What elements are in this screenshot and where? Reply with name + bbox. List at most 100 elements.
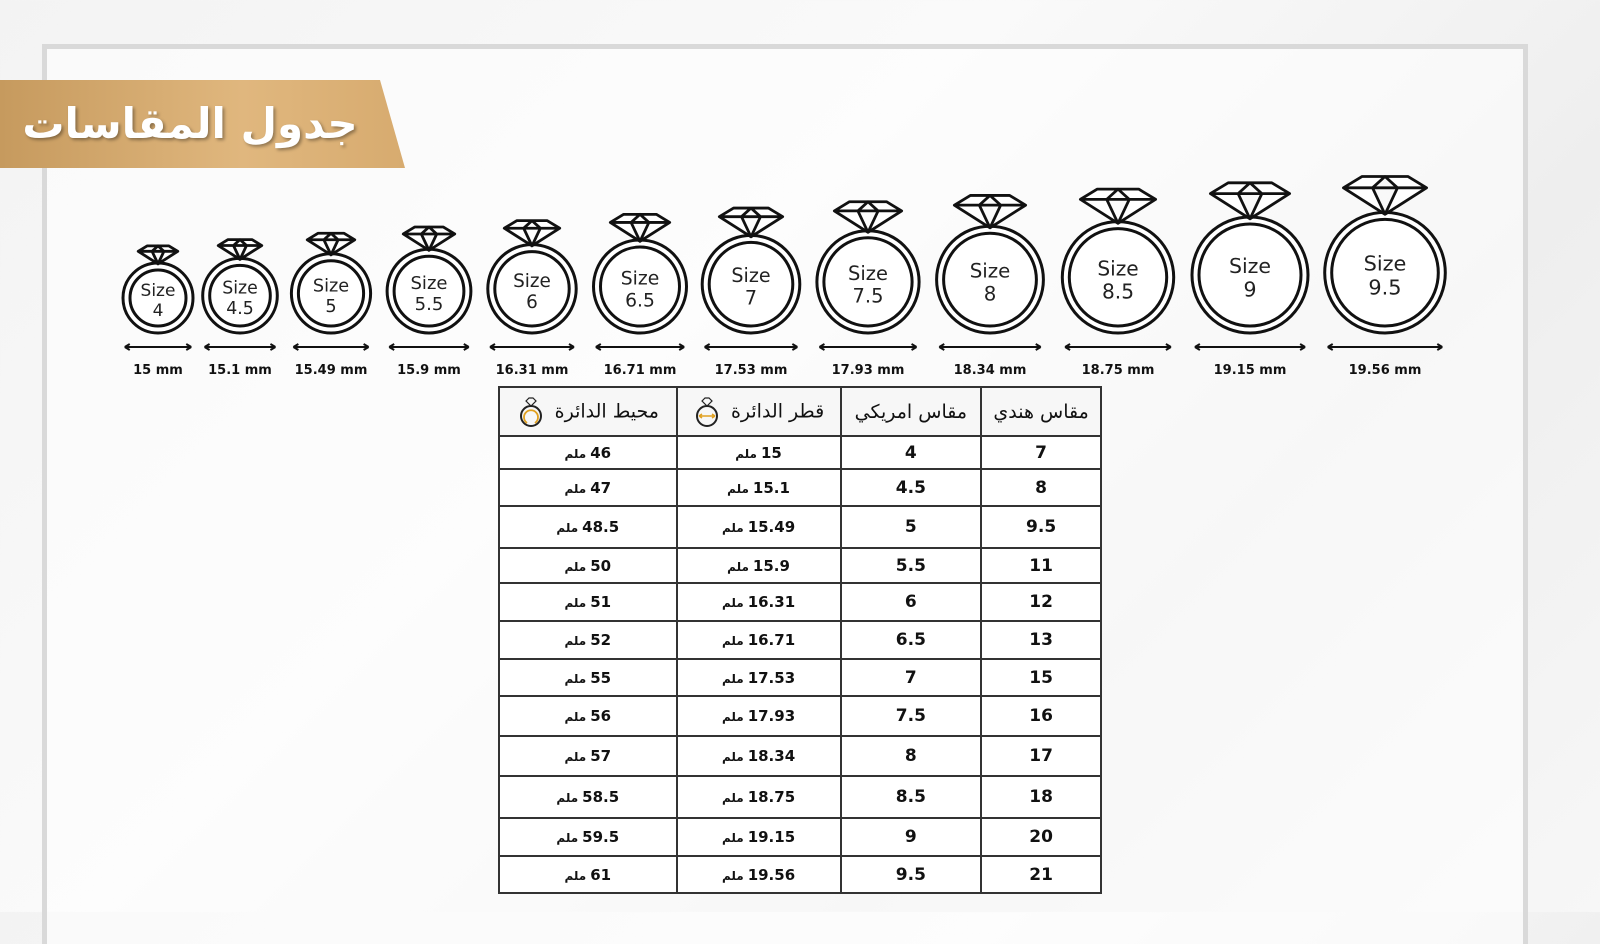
value: 61 bbox=[590, 865, 612, 884]
circumference-cell: 50ملم bbox=[498, 547, 678, 584]
value: 56 bbox=[590, 707, 612, 725]
diameter-cell: 15.9ملم bbox=[675, 547, 842, 584]
table-row: 9.5 5 15.49ملم 48.5ملم bbox=[498, 505, 1102, 549]
ring-size: 9.5 bbox=[1368, 276, 1401, 300]
indian-size-cell: 21 bbox=[980, 855, 1102, 894]
unit: ملم bbox=[564, 559, 587, 574]
ring-size: 7 bbox=[745, 286, 757, 309]
circumference-cell: 47ملم bbox=[498, 468, 678, 507]
table-row: 17 8 18.34ملم 57ملم bbox=[498, 735, 1102, 777]
ring-label: Size bbox=[513, 271, 551, 292]
ring-inner bbox=[296, 259, 366, 328]
ring-size: 8.5 bbox=[1102, 279, 1134, 303]
diamond-icon bbox=[717, 206, 785, 239]
measure-arrow bbox=[1327, 343, 1443, 351]
diameter-cell: 18.75ملم bbox=[675, 775, 842, 819]
value: 52 bbox=[590, 631, 612, 649]
diamond-icon bbox=[216, 238, 264, 261]
size-table: مقاس هندي مقاس امريكي قطر الدائرة محيط ا… bbox=[498, 386, 1102, 894]
diameter-cell: 19.56ملم bbox=[675, 855, 842, 894]
value: 18.34 bbox=[747, 747, 796, 765]
ring-label: Size bbox=[970, 260, 1011, 283]
diamond-icon bbox=[401, 225, 457, 252]
table-row: 16 7.5 17.93ملم 56ملم bbox=[498, 695, 1102, 737]
unit: ملم bbox=[727, 481, 749, 496]
value: 17.53 bbox=[747, 668, 796, 687]
diameter-cell: 15.1ملم bbox=[675, 468, 842, 507]
table-row: 13 6.5 16.71ملم 52ملم bbox=[498, 620, 1102, 660]
ring-inner bbox=[599, 245, 681, 328]
diamond-icon bbox=[952, 194, 1028, 230]
measure-arrow bbox=[1064, 343, 1172, 351]
ring-diameter-label: 15.49 mm bbox=[295, 363, 368, 378]
unit: ملم bbox=[564, 596, 587, 610]
diameter-cell: 15.49ملم bbox=[675, 505, 842, 549]
diameter-cell: 19.15ملم bbox=[675, 817, 842, 857]
value: 59.5 bbox=[582, 828, 620, 846]
table-row: 11 5.5 15.9ملم 50ملم bbox=[498, 547, 1102, 584]
circumference-cell: 61ملم bbox=[498, 855, 678, 894]
us-size-cell: 8 bbox=[839, 735, 983, 777]
indian-size-cell: 9.5 bbox=[980, 505, 1102, 549]
ring-size: 6.5 bbox=[625, 290, 655, 311]
diameter-cell: 16.31ملم bbox=[675, 582, 842, 622]
ring-inner bbox=[128, 268, 188, 328]
value: 46 bbox=[590, 443, 612, 462]
ring-label: Size bbox=[621, 269, 660, 290]
ring-inner bbox=[392, 254, 466, 328]
indian-size-cell: 17 bbox=[980, 735, 1102, 777]
circumference-cell: 51ملم bbox=[498, 582, 678, 622]
us-size-cell: 9 bbox=[839, 817, 983, 857]
ring-label: Size bbox=[848, 262, 888, 285]
indian-size-cell: 20 bbox=[980, 817, 1102, 857]
value: 48.5 bbox=[582, 518, 620, 536]
unit: ملم bbox=[556, 521, 579, 535]
unit: ملم bbox=[721, 868, 744, 883]
unit: ملم bbox=[735, 446, 757, 461]
value: 19.15 bbox=[747, 828, 796, 846]
unit: ملم bbox=[721, 831, 744, 845]
ring-diameter-label: 15.1 mm bbox=[208, 363, 272, 378]
unit: ملم bbox=[564, 710, 587, 724]
value: 19.56 bbox=[747, 865, 796, 884]
diamond-icon bbox=[1342, 175, 1428, 216]
ring-diameter-label: 16.71 mm bbox=[604, 363, 677, 378]
unit: ملم bbox=[556, 831, 579, 845]
ring-size: 7.5 bbox=[853, 284, 884, 307]
diameter-cell: 16.71ملم bbox=[675, 620, 842, 660]
unit: ملم bbox=[721, 791, 744, 805]
unit: ملم bbox=[564, 446, 587, 461]
unit: ملم bbox=[721, 521, 744, 535]
circumference-cell: 56ملم bbox=[498, 695, 678, 737]
ring-size: 4.5 bbox=[226, 299, 254, 319]
table-row: 7 4 15ملم 46ملم bbox=[498, 435, 1102, 470]
diameter-cell: 15ملم bbox=[675, 435, 842, 470]
value: 55 bbox=[590, 668, 612, 687]
ring-inner bbox=[493, 250, 571, 328]
us-size-cell: 7.5 bbox=[839, 695, 983, 737]
value: 15.9 bbox=[752, 556, 790, 575]
diamond-icon bbox=[608, 212, 672, 243]
table-row: 20 9 19.15ملم 59.5ملم bbox=[498, 817, 1102, 857]
ring-inner bbox=[942, 231, 1038, 328]
measure-arrow bbox=[818, 343, 918, 351]
value: 15 bbox=[760, 443, 782, 462]
ring-size: 6 bbox=[526, 292, 538, 313]
ring-diameter-label: 17.53 mm bbox=[715, 363, 788, 378]
measure-arrow bbox=[292, 343, 370, 351]
ring-inner bbox=[707, 240, 795, 328]
indian-size-cell: 8 bbox=[980, 468, 1102, 507]
unit: ملم bbox=[564, 868, 587, 883]
ring-size: 4 bbox=[153, 301, 164, 321]
unit: ملم bbox=[564, 671, 587, 686]
indian-size-cell: 7 bbox=[980, 435, 1102, 470]
ring-size: 9 bbox=[1243, 278, 1256, 302]
